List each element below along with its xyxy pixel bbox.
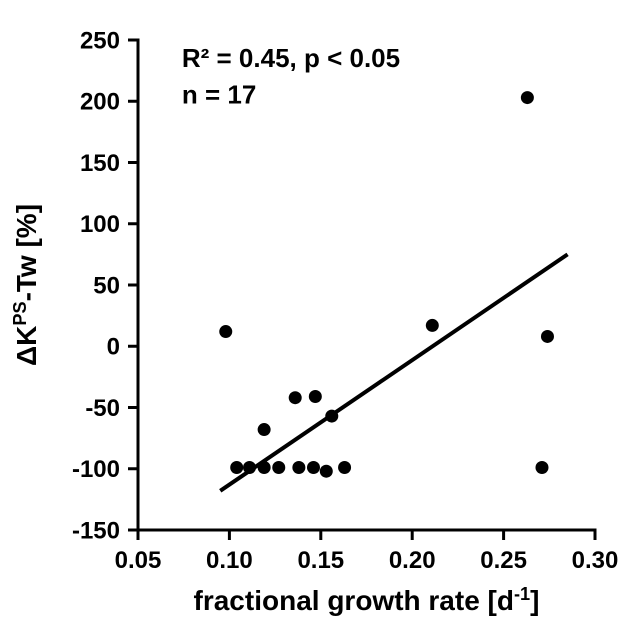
data-point	[426, 319, 439, 332]
y-tick-label: -100	[72, 456, 120, 483]
x-tick-label: 0.20	[389, 547, 436, 574]
data-point	[219, 325, 232, 338]
x-tick-label: 0.25	[480, 547, 527, 574]
scatter-chart: 0.05 0.10 0.15 0.20 0.25 0.30 -150 -100 -50 0 50 10…	[0, 0, 640, 636]
stats-line-2: n = 17	[182, 80, 256, 110]
x-tick-label: 0.05	[115, 547, 162, 574]
y-tick-label: 0	[107, 334, 120, 361]
data-point	[535, 461, 548, 474]
x-tick-label: 0.10	[206, 547, 253, 574]
data-point	[258, 461, 271, 474]
y-tick-label: -150	[72, 517, 120, 544]
data-point	[521, 91, 534, 104]
data-point	[292, 461, 305, 474]
data-point	[309, 390, 322, 403]
y-tick-label: 200	[80, 89, 120, 116]
y-tick-label: 100	[80, 211, 120, 238]
y-tick-label: -50	[85, 395, 120, 422]
data-point	[272, 461, 285, 474]
data-point	[541, 330, 554, 343]
y-tick-label: 250	[80, 27, 120, 54]
y-axis-title: ΔKPS-Tw [%]	[10, 204, 42, 366]
stats-line-1: R² = 0.45, p < 0.05	[182, 43, 400, 73]
data-point	[320, 465, 333, 478]
data-point	[325, 410, 338, 423]
data-point	[258, 423, 271, 436]
data-point	[230, 461, 243, 474]
y-tick-label: 50	[93, 272, 120, 299]
y-tick-label: 150	[80, 150, 120, 177]
x-tick-label: 0.15	[297, 547, 344, 574]
x-axis-title: fractional growth rate [d-1]	[194, 584, 540, 616]
data-point	[289, 391, 302, 404]
x-tick-label: 0.30	[572, 547, 619, 574]
data-point	[338, 461, 351, 474]
data-point	[243, 461, 256, 474]
data-point	[307, 461, 320, 474]
